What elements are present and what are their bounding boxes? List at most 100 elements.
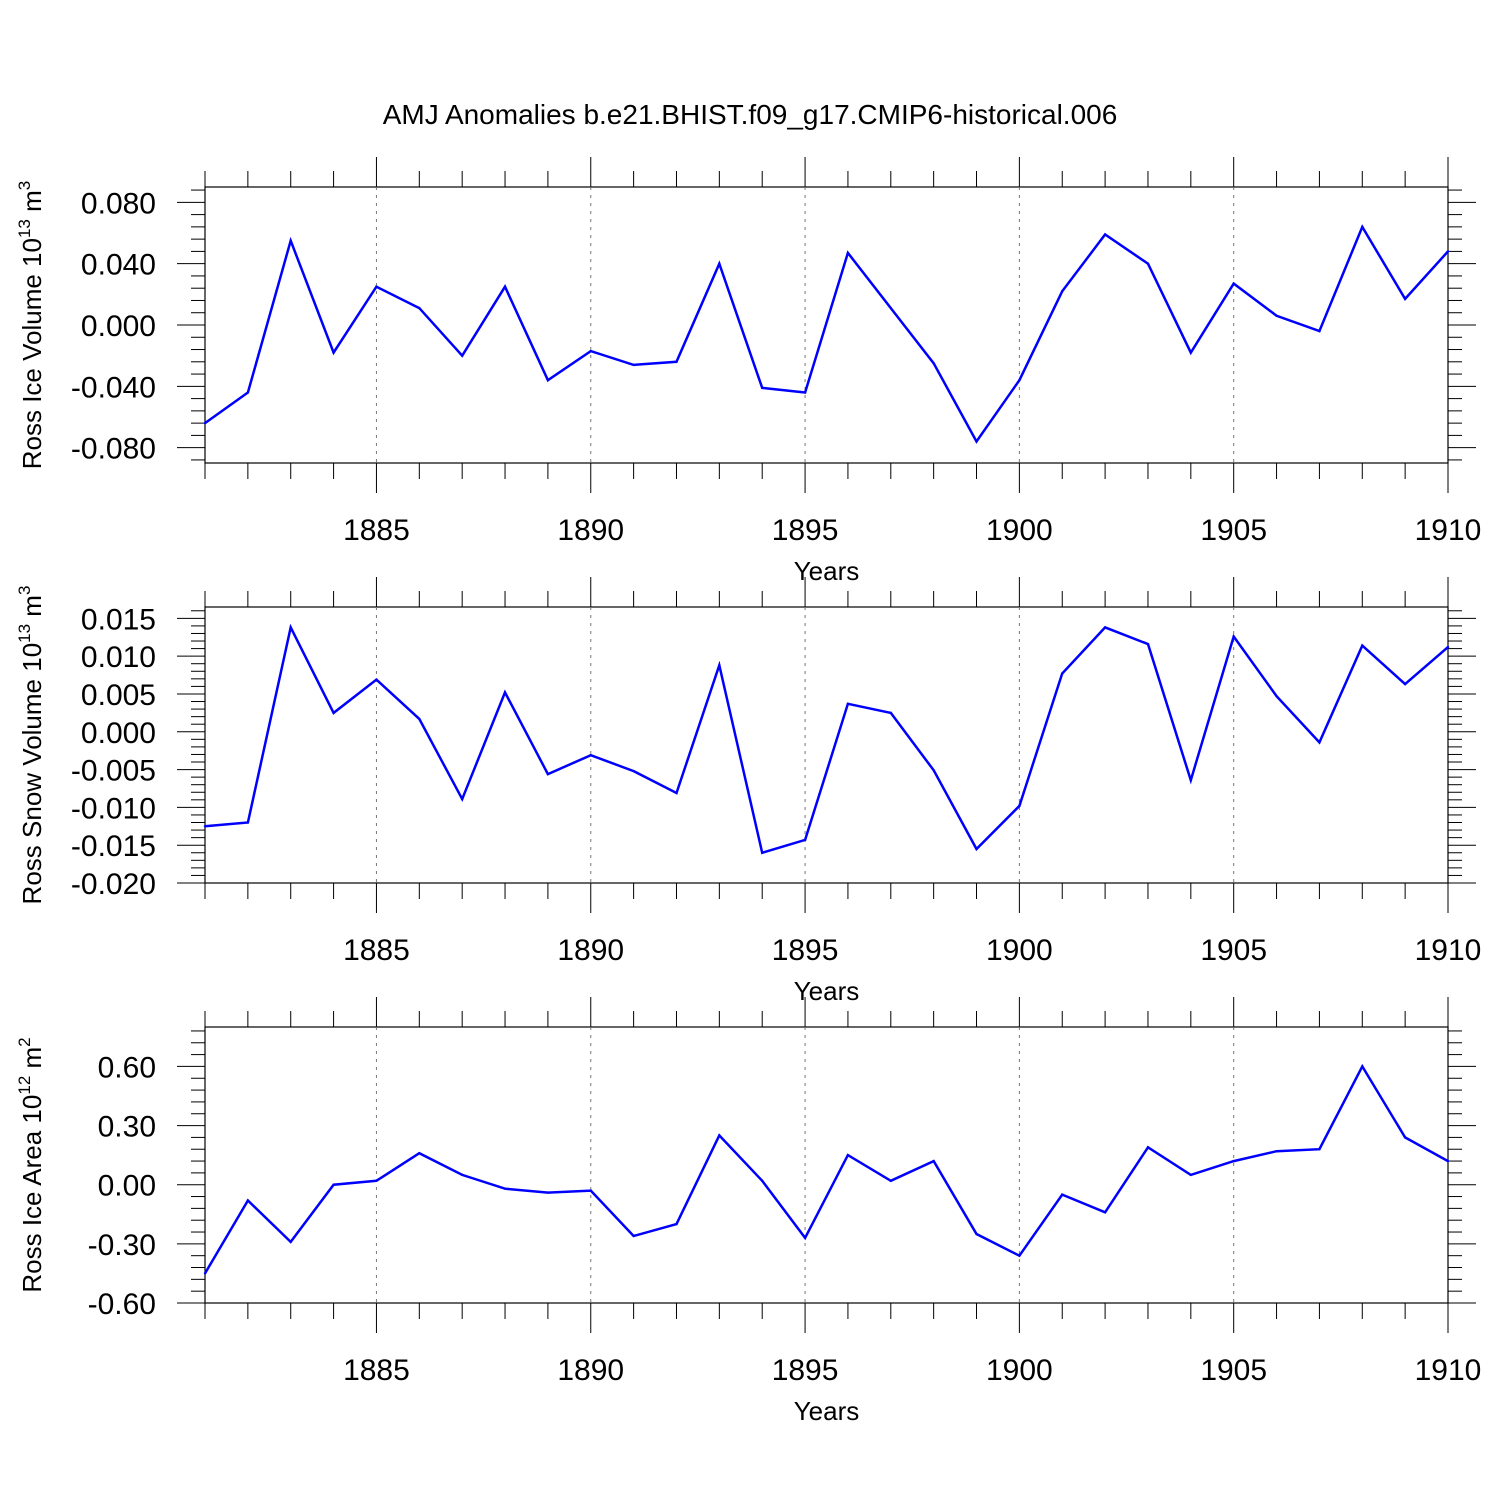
ross-ice-volume-data-point-1900 — [1018, 379, 1021, 382]
ross-ice-area-data-point-1899 — [975, 1232, 978, 1236]
ross-ice-area-data-point-1903 — [1146, 1146, 1150, 1149]
ross-ice-volume-data-point-1906 — [1275, 314, 1278, 317]
ross-ice-area-data-point-1901 — [1061, 1193, 1064, 1196]
ross-ice-volume-data-point-1886 — [418, 306, 421, 310]
ross-ice-area-series-line — [203, 1063, 1449, 1275]
ross-ice-area-data-point-1900 — [1018, 1254, 1021, 1257]
ross-snow-volume-data-point-1903 — [1146, 642, 1150, 646]
ross-ice-area-x-axis-title: Years — [794, 1396, 860, 1426]
ross-ice-volume-ytick-label-3: 0.040 — [81, 249, 156, 282]
ross-snow-volume-data-point-1889 — [546, 772, 550, 776]
ross-ice-volume-data-point-1890 — [589, 349, 592, 353]
ross-ice-volume-data-point-1892 — [675, 360, 678, 363]
ross-ice-volume-data-point-1895 — [803, 391, 807, 394]
ross-snow-volume-data-point-1904 — [1189, 778, 1193, 782]
ross-snow-volume-data-point-1910 — [1446, 645, 1450, 649]
ross-snow-volume-data-point-1891 — [632, 769, 635, 773]
ross-snow-volume-ytick-label-2: -0.010 — [71, 792, 156, 825]
ross-ice-area-data-point-1888 — [503, 1187, 507, 1190]
ross-ice-volume-xtick-label-1890: 1890 — [557, 514, 624, 547]
ross-snow-volume-data-point-1899 — [975, 847, 978, 851]
ross-ice-area-data-point-1895 — [803, 1236, 807, 1240]
ross-ice-volume-data-point-1889 — [546, 379, 550, 382]
ross-snow-volume-data-point-1888 — [503, 691, 507, 694]
ross-ice-volume-series-line — [204, 224, 1449, 444]
ross-snow-volume-data-point-1881 — [203, 825, 207, 828]
panel-ross-ice-area: 1885 1890 1895 1900 1905 1910 -0.60 -0.30 0.00 0.… — [15, 997, 1481, 1426]
ross-ice-volume-data-point-1901 — [1061, 290, 1064, 293]
ross-snow-volume-data-point-1896 — [846, 702, 850, 705]
ross-ice-volume-data-point-1882 — [246, 391, 250, 394]
ross-ice-volume-data-point-1902 — [1103, 233, 1107, 236]
ross-snow-volume-data-point-1887 — [460, 797, 464, 801]
ross-ice-area-xtick-label-1895: 1895 — [772, 1354, 839, 1387]
ross-ice-area-xtick-label-1885: 1885 — [343, 1354, 410, 1387]
ross-snow-volume-data-point-1894 — [761, 851, 764, 854]
ross-snow-volume-ytick-label-1: -0.015 — [71, 830, 156, 863]
ross-ice-volume-ytick-label-0: -0.080 — [71, 433, 156, 466]
ross-snow-volume-data-point-1895 — [803, 838, 807, 842]
ross-ice-area-data-point-1891 — [632, 1234, 635, 1238]
ross-ice-area-data-point-1892 — [675, 1222, 678, 1226]
ross-ice-volume-data-point-1899 — [975, 440, 978, 443]
ross-snow-volume-data-point-1901 — [1061, 672, 1064, 675]
ross-ice-volume-data-point-1894 — [761, 386, 764, 390]
ross-ice-area-data-point-1886 — [418, 1151, 421, 1155]
ross-ice-volume-data-point-1881 — [203, 421, 207, 425]
ross-ice-volume-data-point-1903 — [1146, 262, 1150, 265]
ross-snow-volume-data-point-1907 — [1318, 741, 1321, 744]
ross-snow-volume-x-axis-title: Years — [794, 976, 860, 1006]
ross-ice-area-ytick-label-0: -0.60 — [88, 1288, 156, 1321]
ross-ice-area-xtick-label-1905: 1905 — [1200, 1354, 1267, 1387]
ross-ice-volume-data-point-1883 — [289, 239, 292, 242]
ross-snow-volume-data-point-1908 — [1361, 644, 1364, 647]
ross-snow-volume-data-point-1898 — [932, 769, 935, 772]
ross-ice-volume-data-point-1893 — [718, 262, 721, 265]
ross-ice-volume-xtick-label-1910: 1910 — [1415, 514, 1482, 547]
ross-snow-volume-data-point-1900 — [1018, 804, 1021, 808]
ross-ice-volume-data-point-1897 — [889, 306, 892, 310]
ross-ice-volume-ytick-label-4: 0.080 — [81, 187, 156, 220]
ross-snow-volume-data-point-1905 — [1232, 635, 1235, 638]
ross-ice-area-data-point-1890 — [589, 1189, 592, 1192]
ross-ice-area-data-point-1883 — [289, 1240, 292, 1244]
ross-ice-area-data-point-1881 — [203, 1272, 207, 1275]
ross-ice-area-data-point-1907 — [1318, 1148, 1321, 1151]
ross-ice-volume-xtick-label-1905: 1905 — [1200, 514, 1267, 547]
ross-ice-volume-x-axis-title: Years — [794, 556, 860, 586]
ross-snow-volume-ytick-label-5: 0.005 — [81, 679, 156, 712]
ross-snow-volume-y-axis-title: Ross Snow Volume 1013 m3 — [15, 586, 47, 905]
ross-snow-volume-data-point-1890 — [589, 754, 592, 757]
ross-ice-area-y-axis-title: Ross Ice Area 1012 m2 — [15, 1037, 47, 1292]
ross-snow-volume-ytick-label-6: 0.010 — [81, 641, 156, 674]
panel-ross-ice-volume: 1885 1890 1895 1900 1905 1910 -0.080 -0.040 0.00… — [15, 157, 1481, 586]
ross-snow-volume-data-point-1886 — [418, 717, 421, 721]
ross-ice-area-data-point-1896 — [846, 1153, 850, 1157]
ross-ice-volume-data-point-1898 — [932, 362, 935, 365]
ross-snow-volume-ytick-label-7: 0.015 — [81, 603, 156, 636]
ross-ice-area-data-point-1898 — [932, 1159, 935, 1163]
ross-snow-volume-data-point-1884 — [332, 711, 335, 715]
ross-snow-volume-xtick-label-1885: 1885 — [343, 934, 410, 967]
ross-ice-area-ytick-label-1: -0.30 — [88, 1229, 156, 1262]
ross-ice-area-data-point-1882 — [246, 1199, 250, 1202]
ross-ice-area-ytick-label-2: 0.00 — [98, 1170, 156, 1203]
ross-ice-volume-data-point-1885 — [375, 285, 378, 288]
ross-snow-volume-ytick-label-4: 0.000 — [81, 717, 156, 750]
ross-ice-area-data-point-1884 — [332, 1183, 335, 1186]
ross-ice-area-xtick-label-1890: 1890 — [557, 1354, 624, 1387]
ross-ice-volume-data-point-1905 — [1232, 282, 1235, 285]
ross-snow-volume-xtick-label-1910: 1910 — [1415, 934, 1482, 967]
ross-snow-volume-ytick-label-3: -0.005 — [71, 755, 156, 788]
ross-snow-volume-data-point-1897 — [889, 711, 892, 715]
ross-ice-volume-data-point-1904 — [1189, 351, 1193, 354]
ross-snow-volume-series-line — [204, 623, 1449, 855]
ross-snow-volume-xtick-label-1895: 1895 — [772, 934, 839, 967]
ross-ice-area-data-point-1894 — [761, 1179, 764, 1182]
ross-ice-volume-data-point-1891 — [632, 363, 635, 367]
ross-ice-volume-data-point-1884 — [332, 351, 335, 354]
figure-title: AMJ Anomalies b.e21.BHIST.f09_g17.CMIP6-… — [383, 99, 1118, 130]
ross-snow-volume-ytick-label-0: -0.020 — [71, 868, 156, 901]
ross-ice-volume-data-point-1888 — [503, 285, 507, 288]
ross-ice-volume-xtick-label-1900: 1900 — [986, 514, 1053, 547]
